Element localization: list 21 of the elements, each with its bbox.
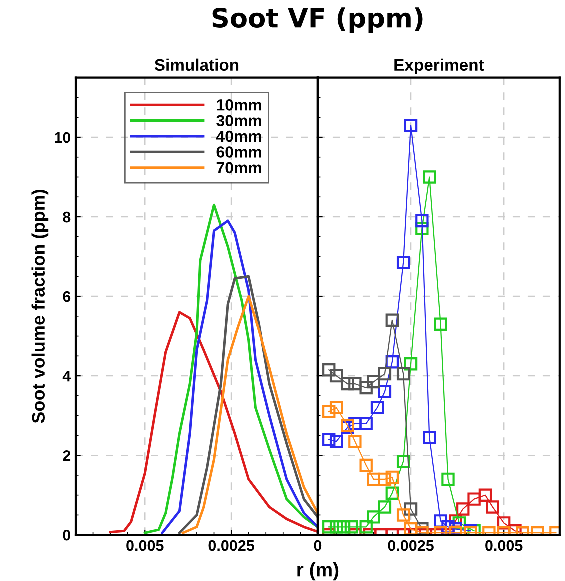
x-tick-label: 0.0025	[208, 540, 254, 552]
legend-label: 60mm	[216, 146, 262, 158]
x-tick-label: 0.005	[126, 540, 164, 552]
chart-subtitle: Simulation	[154, 58, 239, 72]
chart-subtitle: Experiment	[394, 58, 484, 74]
x-tick-label: 0.0025	[388, 540, 434, 552]
x-tick-label: 0.005	[486, 540, 523, 552]
y-axis-title: Soot volume fraction (ppm)	[32, 190, 49, 424]
legend-label: 30mm	[216, 115, 262, 127]
chart-title: Soot VF (ppm)	[212, 8, 423, 34]
x-tick-label: 0	[314, 540, 322, 552]
y-tick-label: 0	[63, 530, 71, 541]
y-tick-label: 10	[55, 132, 71, 144]
legend-label: 10mm	[217, 100, 262, 111]
y-tick-label: 4	[62, 371, 72, 382]
y-tick-label: 2	[63, 450, 71, 462]
y-tick-label: 8	[63, 212, 71, 223]
legend-label: 70mm	[216, 162, 262, 174]
legend-label: 40mm	[216, 130, 262, 142]
y-tick-label: 6	[63, 291, 71, 302]
x-axis-title: r (m)	[298, 562, 339, 581]
